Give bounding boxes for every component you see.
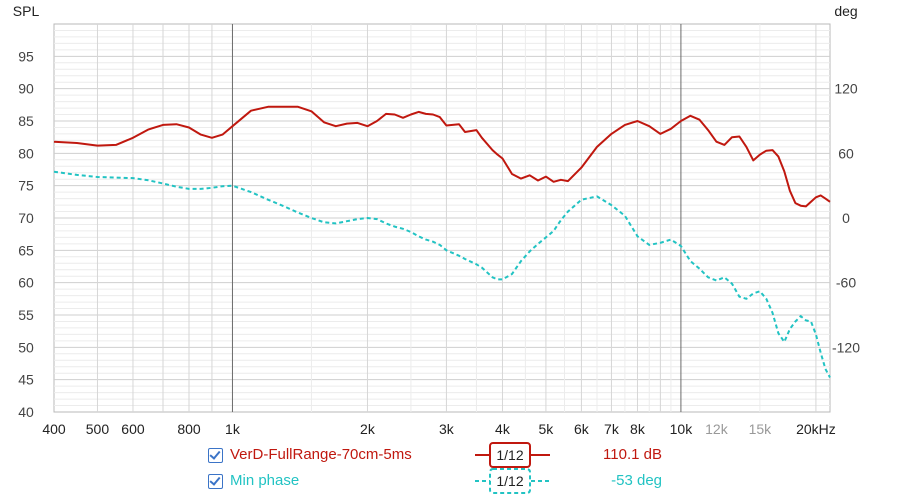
legend-row-phase[interactable]: Min phase 1/12 -53 deg xyxy=(0,468,900,494)
y-right-tick-label: 120 xyxy=(834,81,858,97)
y-left-tick-label: 80 xyxy=(18,145,34,161)
y-left-tick-label: 90 xyxy=(18,81,34,97)
spl-series-line xyxy=(53,105,831,208)
y-left-tick-label: 70 xyxy=(18,210,34,226)
x-tick-label: 8k xyxy=(630,421,646,437)
x-tick-label: 4k xyxy=(495,421,511,437)
y-left-tick-label: 45 xyxy=(18,372,34,388)
x-tick-label: 15k xyxy=(749,421,773,437)
y-right-tick-label: 0 xyxy=(842,210,850,226)
x-tick-label: 5k xyxy=(539,421,555,437)
smoothing-swatch-spl[interactable]: 1/12 xyxy=(475,442,550,470)
y-right-tick-label: 60 xyxy=(838,145,854,161)
y-right-tick-label: -60 xyxy=(836,275,856,291)
y-left-tick-label: 50 xyxy=(18,339,34,355)
y-left-tick-label: 55 xyxy=(18,307,34,323)
legend-series-value: -53 deg xyxy=(611,472,662,489)
legend-row-spl[interactable]: VerD-FullRange-70cm-5ms 1/12 110.1 dB xyxy=(0,442,900,468)
y-left-tick-label: 60 xyxy=(18,275,34,291)
x-tick-label: 20kHz xyxy=(796,421,836,437)
x-tick-label: 7k xyxy=(604,421,620,437)
x-tick-label: 1k xyxy=(225,421,241,437)
x-tick-label: 6k xyxy=(574,421,590,437)
smoothing-swatch-phase[interactable]: 1/12 xyxy=(475,468,550,496)
legend-series-name: Min phase xyxy=(230,472,300,489)
y-left-axis-title: SPL xyxy=(13,3,40,19)
y-left-tick-label: 75 xyxy=(18,178,34,194)
y-left-tick-label: 65 xyxy=(18,242,34,258)
x-tick-label: 400 xyxy=(42,421,66,437)
y-right-axis-title: deg xyxy=(834,3,857,19)
x-tick-label: 800 xyxy=(177,421,201,437)
x-tick-label: 600 xyxy=(121,421,145,437)
x-tick-label: 10k xyxy=(670,421,694,437)
smoothing-label-phase: 1/12 xyxy=(496,473,523,489)
legend-series-name: VerD-FullRange-70cm-5ms xyxy=(230,446,412,463)
checkbox-icon[interactable] xyxy=(208,448,223,463)
y-left-tick-label: 85 xyxy=(18,113,34,129)
y-right-tick-label: -120 xyxy=(832,339,860,355)
smoothing-label-spl: 1/12 xyxy=(496,447,523,463)
legend-series-value: 110.1 dB xyxy=(603,446,662,463)
phase-series-line xyxy=(53,170,831,378)
x-tick-label: 12k xyxy=(705,421,729,437)
y-left-tick-label: 95 xyxy=(18,48,34,64)
checkbox-icon[interactable] xyxy=(208,474,223,489)
x-tick-label: 500 xyxy=(86,421,110,437)
x-tick-label: 3k xyxy=(439,421,455,437)
y-left-tick-label: 40 xyxy=(18,404,34,420)
x-tick-label: 2k xyxy=(360,421,376,437)
